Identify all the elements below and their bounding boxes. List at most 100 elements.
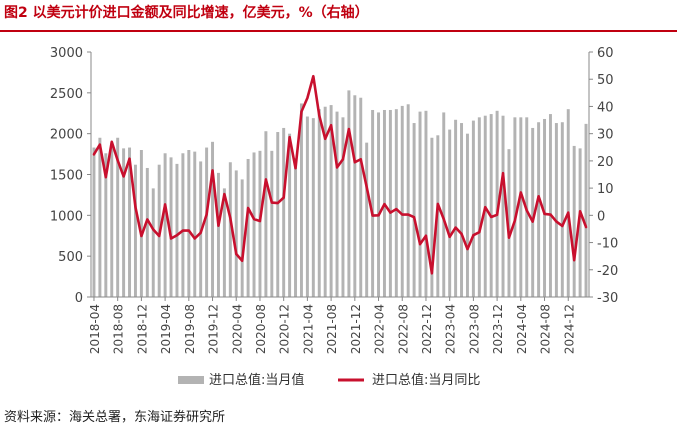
bar bbox=[584, 123, 588, 298]
bar bbox=[252, 152, 256, 297]
bar bbox=[211, 141, 215, 297]
bar bbox=[288, 133, 292, 297]
chart-title: 图2 以美元计价进口金额及同比增速，亿美元，%（右轴） bbox=[4, 5, 369, 21]
bar bbox=[554, 123, 558, 297]
bar bbox=[258, 150, 262, 297]
bar bbox=[371, 109, 375, 297]
x-tick-label: 2019-04 bbox=[159, 304, 173, 354]
bar bbox=[92, 147, 96, 297]
bar bbox=[128, 147, 132, 297]
source-note: 资料来源：海关总署，东海证券研究所 bbox=[4, 410, 226, 425]
y-left-tick-label: 1500 bbox=[50, 169, 83, 184]
x-tick-label: 2018-04 bbox=[88, 304, 102, 354]
x-tick-label: 2024-04 bbox=[515, 304, 529, 354]
bar bbox=[151, 188, 155, 297]
bar bbox=[122, 148, 126, 297]
bar bbox=[317, 109, 321, 297]
bar bbox=[448, 129, 452, 297]
bar bbox=[566, 109, 570, 297]
bar bbox=[329, 105, 333, 297]
bar bbox=[98, 137, 102, 297]
bar bbox=[175, 163, 179, 297]
bar bbox=[311, 118, 315, 298]
y-right-tick-label: -10 bbox=[597, 237, 618, 252]
legend-bar-label: 进口总值:当月值 bbox=[209, 372, 304, 388]
bar bbox=[394, 109, 398, 297]
bar bbox=[406, 104, 410, 298]
x-tick-label: 2023-08 bbox=[467, 304, 481, 354]
y-right-tick-label: 30 bbox=[597, 128, 614, 143]
legend: 进口总值:当月值 进口总值:当月同比 bbox=[178, 372, 480, 388]
bar bbox=[187, 150, 191, 297]
bar bbox=[145, 167, 149, 297]
bar bbox=[294, 158, 298, 297]
bar bbox=[460, 123, 464, 297]
bar bbox=[353, 95, 357, 297]
bar bbox=[501, 115, 505, 297]
bar bbox=[205, 147, 209, 297]
y-right-tick-label: -20 bbox=[597, 264, 618, 279]
bar bbox=[454, 119, 458, 297]
y-right-tick-label: -30 bbox=[597, 291, 618, 306]
x-tick-label: 2024-08 bbox=[539, 304, 553, 354]
bar bbox=[110, 142, 114, 297]
x-tick-label: 2019-08 bbox=[183, 304, 197, 354]
bar bbox=[548, 114, 552, 297]
y-left-tick-label: 1000 bbox=[50, 209, 83, 224]
bar bbox=[139, 150, 143, 297]
y-left-tick-label: 3000 bbox=[50, 46, 83, 61]
bar bbox=[234, 170, 238, 297]
bar bbox=[442, 112, 446, 298]
bar bbox=[424, 110, 428, 297]
x-tick-label: 2022-04 bbox=[373, 304, 387, 354]
x-tick-label: 2019-12 bbox=[207, 304, 221, 354]
x-tick-label: 2020-08 bbox=[254, 304, 268, 354]
bar bbox=[222, 188, 226, 297]
x-tick-label: 2023-12 bbox=[491, 304, 505, 354]
bar bbox=[133, 164, 137, 297]
bar bbox=[228, 162, 232, 297]
bar bbox=[537, 122, 541, 297]
bar bbox=[400, 105, 404, 298]
bar-series bbox=[92, 90, 588, 298]
line-series bbox=[92, 74, 588, 275]
bar bbox=[465, 133, 469, 297]
x-tick-label: 2024-12 bbox=[562, 304, 576, 354]
bar bbox=[495, 110, 499, 297]
bar bbox=[216, 172, 220, 297]
legend-line-label: 进口总值:当月同比 bbox=[372, 372, 480, 388]
bar bbox=[282, 127, 286, 297]
bar bbox=[531, 127, 535, 297]
bar bbox=[572, 145, 576, 297]
bar bbox=[471, 120, 475, 297]
y-right-tick-label: 0 bbox=[597, 209, 605, 224]
bar bbox=[116, 137, 120, 297]
x-tick-label: 2021-04 bbox=[301, 304, 315, 354]
axes: 0 500 1000 1500 2000 2500 3000 -30 -20 -10 0 10 20 30… bbox=[50, 46, 618, 354]
bar bbox=[323, 106, 327, 297]
y-right-tick-label: 60 bbox=[597, 46, 614, 61]
bar bbox=[335, 111, 339, 298]
x-tick-label: 2022-08 bbox=[396, 304, 410, 354]
y-left-tick-label: 2500 bbox=[50, 87, 83, 102]
bar bbox=[169, 157, 173, 297]
y-left-tick-label: 0 bbox=[75, 291, 83, 306]
x-tick-label: 2023-04 bbox=[444, 304, 458, 354]
bar bbox=[578, 148, 582, 297]
bar bbox=[560, 122, 564, 297]
bar bbox=[193, 151, 197, 297]
bar bbox=[181, 153, 185, 297]
bar bbox=[299, 103, 303, 297]
bar bbox=[359, 97, 363, 297]
x-tick-label: 2021-08 bbox=[325, 304, 339, 354]
bar bbox=[163, 153, 167, 297]
x-tick-label: 2018-08 bbox=[112, 304, 126, 354]
yoy-line bbox=[92, 74, 588, 275]
y-right-tick-label: 10 bbox=[597, 182, 614, 197]
bar bbox=[507, 149, 511, 297]
bar bbox=[104, 153, 108, 297]
bar bbox=[377, 112, 381, 298]
x-tick-label: 2022-12 bbox=[420, 304, 434, 354]
y-left-tick-label: 2000 bbox=[50, 128, 83, 143]
